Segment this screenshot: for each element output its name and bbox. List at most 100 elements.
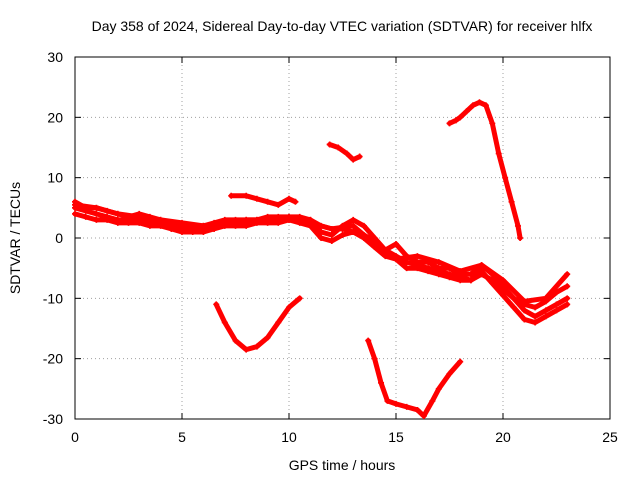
data-point — [93, 216, 100, 223]
data-point — [339, 231, 346, 238]
data-point — [489, 280, 496, 287]
data-point — [82, 213, 89, 220]
data-point — [125, 219, 132, 226]
data-point — [414, 259, 421, 266]
data-point — [429, 397, 436, 404]
data-point — [243, 346, 250, 353]
data-point — [286, 195, 292, 202]
x-axis-label: GPS time / hours — [289, 457, 396, 473]
data-point — [463, 108, 470, 115]
data-point — [446, 370, 453, 377]
data-point — [420, 412, 427, 419]
data-point — [168, 225, 175, 232]
series-arc-peak-right — [446, 99, 524, 241]
data-point — [292, 198, 299, 205]
data-point — [275, 201, 282, 208]
data-point — [489, 120, 496, 127]
data-point — [179, 219, 185, 226]
data-point — [72, 201, 78, 208]
data-point — [393, 400, 399, 407]
data-point — [521, 307, 528, 314]
data-point — [457, 277, 464, 284]
data-point — [350, 222, 357, 229]
data-point — [232, 337, 239, 344]
data-point — [253, 195, 260, 202]
data-point — [414, 253, 421, 260]
data-point — [514, 222, 521, 229]
data-point — [482, 102, 489, 109]
data-point — [403, 259, 410, 266]
data-point — [517, 235, 524, 241]
data-point — [457, 268, 464, 275]
data-point — [114, 210, 121, 217]
data-point — [264, 334, 271, 341]
data-point — [213, 301, 220, 308]
data-point — [365, 337, 372, 344]
series-arc-short-high — [326, 141, 363, 163]
series-arc-main-d — [72, 201, 571, 305]
data-point — [435, 271, 442, 278]
data-point — [275, 319, 282, 326]
data-point — [253, 343, 260, 350]
data-point — [356, 153, 363, 160]
data-point — [542, 295, 549, 302]
data-point — [446, 274, 453, 281]
data-point — [508, 198, 515, 205]
data-point — [296, 295, 303, 302]
data-point — [221, 319, 228, 326]
data-point — [553, 301, 560, 308]
data-point — [350, 156, 357, 163]
y-tick-label: 10 — [47, 170, 63, 186]
series-line — [327, 142, 363, 163]
data-point — [414, 406, 421, 413]
series-line — [228, 193, 298, 208]
series-line — [72, 202, 570, 304]
series-line — [365, 338, 463, 419]
y-tick-labels: 30 20 10 0 -10 -20 -30 — [43, 49, 63, 427]
y-tick-label: -20 — [43, 351, 63, 367]
data-point — [228, 192, 235, 199]
data-point — [564, 283, 571, 290]
y-tick-label: 30 — [47, 49, 63, 65]
data-point — [467, 277, 474, 284]
data-point — [328, 231, 335, 238]
data-point — [104, 216, 111, 223]
data-point — [328, 225, 335, 232]
x-tick-label: 15 — [388, 429, 404, 445]
data-point — [350, 216, 357, 223]
data-point — [350, 228, 357, 235]
data-point — [564, 271, 571, 278]
grid-layer — [74, 56, 611, 420]
x-tick-label: 0 — [71, 429, 79, 445]
y-axis-label: SDTVAR / TECUs — [7, 182, 23, 294]
data-point — [435, 259, 442, 266]
data-point — [521, 316, 528, 323]
data-point — [286, 216, 292, 223]
y-tick-label: -30 — [43, 411, 63, 427]
series-line — [447, 99, 523, 241]
data-point — [264, 216, 271, 223]
data-point — [211, 225, 218, 232]
data-point — [435, 265, 442, 272]
data-point — [371, 355, 378, 362]
data-point — [343, 150, 350, 157]
data-point — [414, 265, 421, 272]
data-point — [232, 222, 239, 229]
series-arc-main-a — [72, 204, 571, 320]
data-point — [502, 174, 509, 181]
data-point — [564, 295, 571, 302]
x-tick-label: 25 — [602, 429, 618, 445]
data-point — [318, 235, 325, 241]
data-point — [286, 304, 292, 311]
data-point — [553, 307, 560, 314]
data-point — [114, 219, 121, 226]
plot-frame — [74, 56, 611, 420]
data-point — [307, 219, 314, 226]
data-point — [457, 114, 464, 121]
x-tick-labels: 0 5 10 15 20 25 — [71, 429, 618, 445]
data-point — [553, 289, 560, 296]
data-point — [452, 117, 459, 124]
data-point — [542, 307, 549, 314]
data-point — [360, 222, 367, 229]
